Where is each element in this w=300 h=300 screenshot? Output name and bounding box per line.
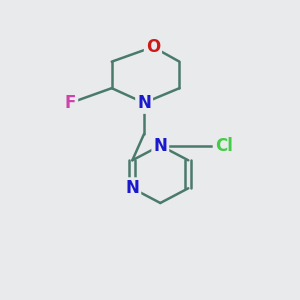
Text: N: N [153, 136, 167, 154]
Text: F: F [65, 94, 76, 112]
Text: O: O [146, 38, 160, 56]
Text: N: N [125, 179, 139, 197]
Text: N: N [137, 94, 151, 112]
Text: Cl: Cl [215, 136, 232, 154]
